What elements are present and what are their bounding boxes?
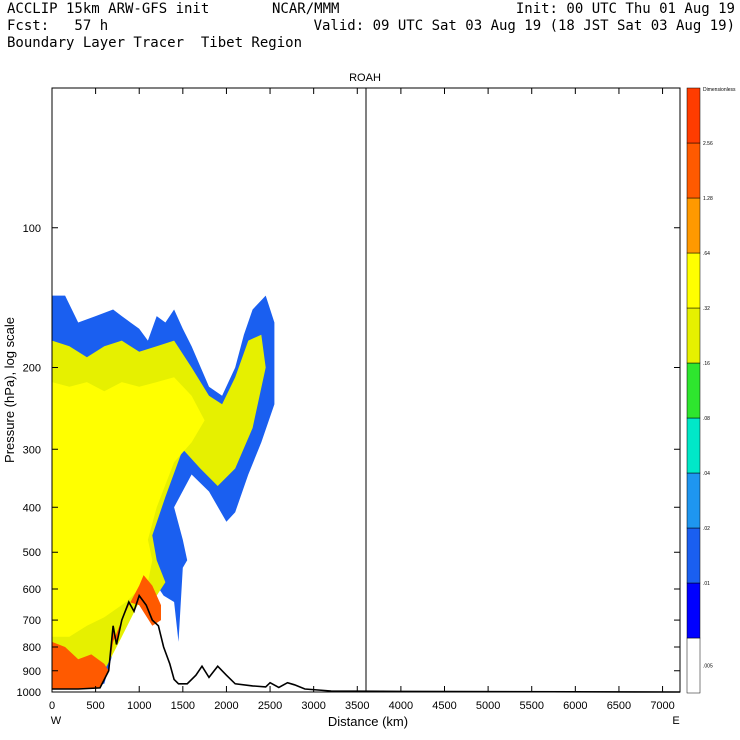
header-line1-center: NCAR/MMM xyxy=(272,1,340,17)
colorbar: .005 .01 .02 .04 .08 .16 .32 .64 1.28 2.56 Dimensi… xyxy=(686,87,736,694)
terrain-line xyxy=(52,593,681,693)
tracer-region-3 xyxy=(52,575,161,689)
y-tick-label: 1000 xyxy=(17,687,41,699)
x-tick-label: 3500 xyxy=(345,700,369,712)
plot-frame xyxy=(51,87,681,693)
y-tick-label: 600 xyxy=(23,584,41,596)
tracer-fill-regions xyxy=(52,295,275,689)
header-line3-left: Boundary Layer Tracer Tibet Region xyxy=(7,35,303,51)
y-axis-ticks: 100 200 300 400 500 600 700 800 900 1000 xyxy=(17,223,680,699)
x-tick-label: 5000 xyxy=(476,700,500,712)
colorbar-label: .02 xyxy=(703,526,710,532)
colorbar-label: 2.56 xyxy=(703,141,713,147)
x-tick-label: 3000 xyxy=(301,700,325,712)
colorbar-swatch xyxy=(686,417,701,474)
x-tick-label: 7000 xyxy=(650,700,674,712)
colorbar-swatch xyxy=(686,582,701,639)
x-tick-label: 2000 xyxy=(214,700,238,712)
header-line2-right: Valid: 09 UTC Sat 03 Aug 19 (18 JST Sat … xyxy=(313,18,735,34)
y-axis-label: Pressure (hPa), log scale xyxy=(2,317,17,463)
colorbar-swatch xyxy=(686,197,701,254)
colorbar-label: .04 xyxy=(703,471,710,477)
y-tick-label: 800 xyxy=(23,642,41,654)
colorbar-swatch xyxy=(686,472,701,529)
y-tick-label: 300 xyxy=(23,444,41,456)
tracer-region-2 xyxy=(52,377,205,637)
x-tick-label: 1500 xyxy=(171,700,195,712)
x-tick-label: 4500 xyxy=(432,700,456,712)
y-tick-label: 700 xyxy=(23,615,41,627)
colorbar-swatch xyxy=(686,142,701,199)
x-right-end-label: E xyxy=(672,715,679,727)
y-tick-label: 200 xyxy=(23,363,41,375)
colorbar-swatch xyxy=(686,307,701,364)
colorbar-label: 1.28 xyxy=(703,196,713,202)
y-tick-label: 900 xyxy=(23,666,41,678)
header-line1-left: ACCLIP 15km ARW-GFS init xyxy=(7,1,210,17)
colorbar-label: .005 xyxy=(703,664,713,670)
x-tick-label: 2500 xyxy=(258,700,282,712)
colorbar-label: .32 xyxy=(703,306,710,312)
x-tick-label: 500 xyxy=(86,700,104,712)
x-axis-label: Distance (km) xyxy=(328,714,408,729)
header-line2-left: Fcst: 57 h xyxy=(7,18,109,34)
colorbar-label: .64 xyxy=(703,251,710,257)
y-tick-label: 100 xyxy=(23,223,41,235)
x-tick-label: 6000 xyxy=(563,700,587,712)
chart-title: ROAH xyxy=(349,72,381,84)
header-line1-right: Init: 00 UTC Thu 01 Aug 19 xyxy=(515,1,735,17)
colorbar-swatch xyxy=(686,87,701,144)
x-tick-label: 4000 xyxy=(389,700,413,712)
x-axis-ticks: 0 500 1000 1500 2000 2500 3000 3500 4000 4500 5000… xyxy=(49,88,675,712)
colorbar-swatch xyxy=(686,362,701,419)
x-tick-label: 6500 xyxy=(607,700,631,712)
terrain-profile xyxy=(52,593,681,693)
colorbar-title: Dimensionless xyxy=(703,87,736,93)
colorbar-swatch xyxy=(686,252,701,309)
colorbar-label: .08 xyxy=(703,416,710,422)
x-tick-label: 1000 xyxy=(127,700,151,712)
x-tick-label: 5500 xyxy=(519,700,543,712)
colorbar-label: .01 xyxy=(703,581,710,587)
x-left-end-label: W xyxy=(51,715,62,727)
y-tick-label: 500 xyxy=(23,547,41,559)
colorbar-swatch xyxy=(686,637,701,694)
x-tick-label: 0 xyxy=(49,700,55,712)
y-tick-label: 400 xyxy=(23,502,41,514)
colorbar-swatch xyxy=(686,527,701,584)
colorbar-label: .16 xyxy=(703,361,710,367)
